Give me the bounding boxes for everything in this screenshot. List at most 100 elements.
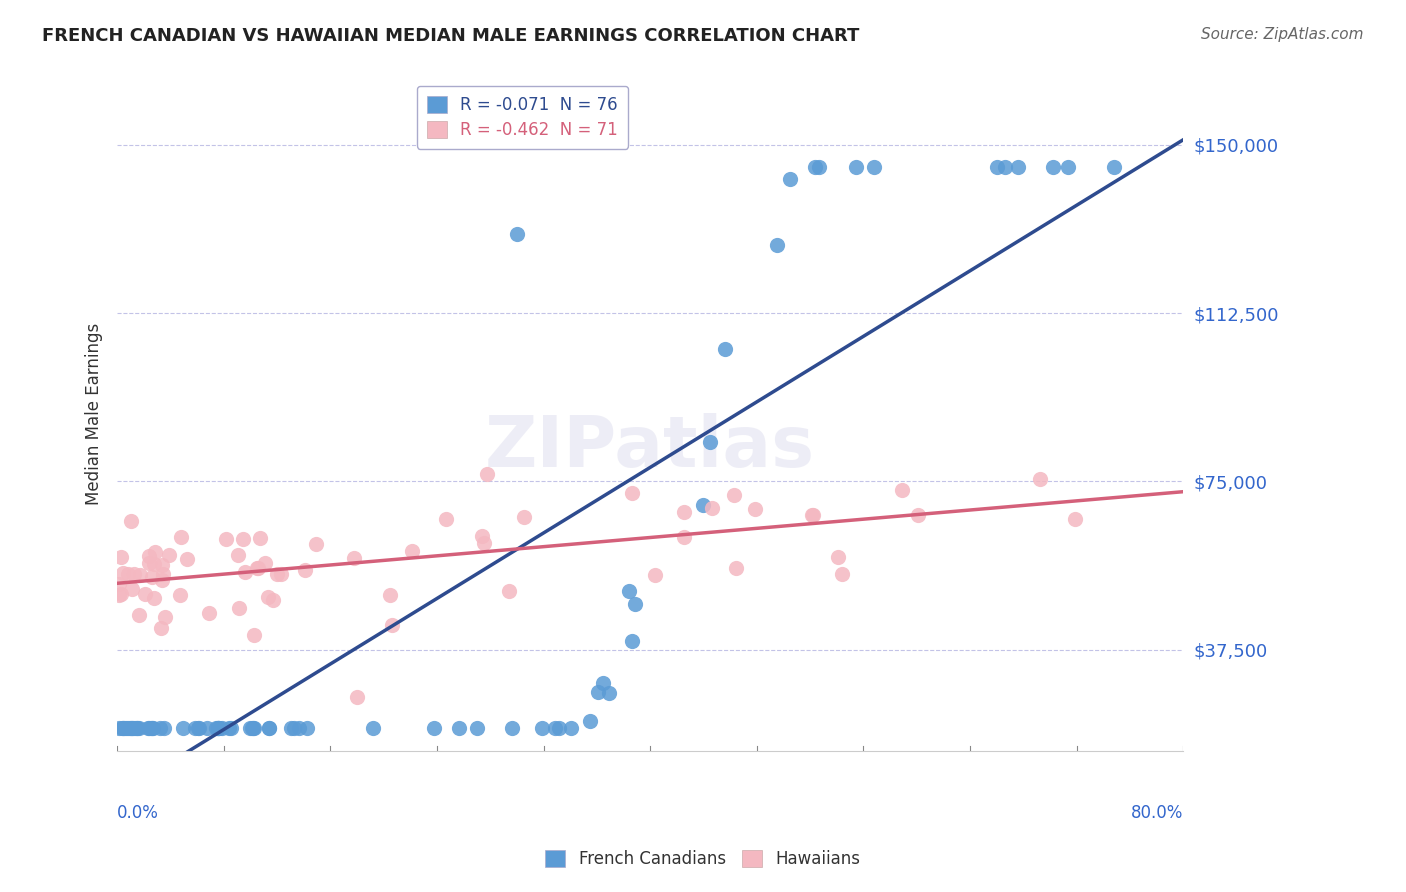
Point: [1057, 160, 1080, 174]
Point: [620, 634, 643, 648]
Point: [149, 721, 172, 735]
Point: [1029, 472, 1052, 486]
Point: [136, 721, 159, 735]
Point: [287, 721, 309, 735]
Point: [560, 721, 582, 735]
Point: [702, 501, 724, 516]
Legend: R = -0.071  N = 76, R = -0.462  N = 71: R = -0.071 N = 76, R = -0.462 N = 71: [416, 86, 628, 149]
Point: [233, 566, 256, 580]
Point: [150, 558, 173, 572]
Point: [243, 627, 266, 641]
Point: [692, 499, 714, 513]
Point: [211, 721, 233, 735]
Text: FRENCH CANADIAN VS HAWAIIAN MEDIAN MALE EARNINGS CORRELATION CHART: FRENCH CANADIAN VS HAWAIIAN MEDIAN MALE …: [42, 27, 859, 45]
Point: [247, 560, 270, 574]
Point: [699, 434, 721, 449]
Point: [423, 721, 446, 735]
Point: [108, 721, 131, 735]
Point: [506, 227, 529, 242]
Point: [644, 568, 666, 582]
Point: [142, 721, 165, 735]
Point: [240, 721, 263, 735]
Point: [863, 160, 886, 174]
Point: [724, 561, 747, 575]
Point: [544, 721, 567, 735]
Point: [779, 172, 801, 186]
Point: [120, 514, 142, 528]
Point: [108, 588, 131, 602]
Point: [129, 567, 152, 582]
Point: [145, 544, 167, 558]
Point: [673, 530, 696, 544]
Point: [381, 618, 404, 632]
Point: [447, 721, 470, 735]
Point: [242, 721, 264, 735]
Point: [765, 238, 787, 252]
Point: [891, 483, 914, 498]
Point: [207, 721, 229, 735]
Point: [121, 721, 143, 735]
Point: [297, 721, 319, 735]
Point: [259, 721, 281, 735]
Point: [127, 721, 149, 735]
Point: [208, 721, 231, 735]
Point: [121, 582, 143, 597]
Point: [723, 488, 745, 502]
Point: [169, 588, 191, 602]
Point: [1007, 160, 1029, 174]
Point: [143, 591, 166, 605]
Point: [672, 505, 695, 519]
Point: [141, 570, 163, 584]
Point: [121, 721, 143, 735]
Point: [111, 721, 134, 735]
Point: [1042, 160, 1064, 174]
Point: [219, 721, 242, 735]
Point: [257, 721, 280, 735]
Point: [138, 557, 160, 571]
Point: [501, 721, 523, 735]
Point: [150, 621, 173, 635]
Legend: French Canadians, Hawaiians: French Canadians, Hawaiians: [538, 843, 868, 875]
Point: [153, 721, 176, 735]
Point: [588, 684, 610, 698]
Point: [232, 532, 254, 546]
Text: 80.0%: 80.0%: [1130, 805, 1184, 822]
Point: [122, 567, 145, 582]
Point: [128, 721, 150, 735]
Point: [138, 721, 160, 735]
Point: [128, 607, 150, 622]
Point: [239, 721, 262, 735]
Point: [498, 584, 520, 599]
Point: [226, 548, 249, 562]
Y-axis label: Median Male Earnings: Median Male Earnings: [86, 323, 103, 505]
Point: [401, 544, 423, 558]
Point: [117, 567, 139, 582]
Point: [207, 721, 229, 735]
Point: [262, 593, 284, 607]
Point: [827, 549, 849, 564]
Point: [138, 549, 160, 564]
Point: [152, 567, 174, 582]
Point: [619, 583, 641, 598]
Point: [143, 557, 166, 571]
Point: [187, 721, 209, 735]
Point: [207, 721, 229, 735]
Point: [803, 508, 825, 522]
Point: [254, 556, 277, 570]
Point: [621, 486, 644, 500]
Point: [808, 160, 831, 174]
Point: [1063, 512, 1085, 526]
Point: [115, 721, 138, 735]
Point: [242, 721, 264, 735]
Point: [986, 160, 1008, 174]
Point: [744, 502, 766, 516]
Point: [134, 587, 156, 601]
Point: [124, 721, 146, 735]
Point: [579, 714, 602, 728]
Point: [120, 721, 142, 735]
Point: [548, 721, 571, 735]
Point: [434, 512, 457, 526]
Point: [283, 721, 305, 735]
Point: [294, 563, 316, 577]
Point: [907, 508, 929, 522]
